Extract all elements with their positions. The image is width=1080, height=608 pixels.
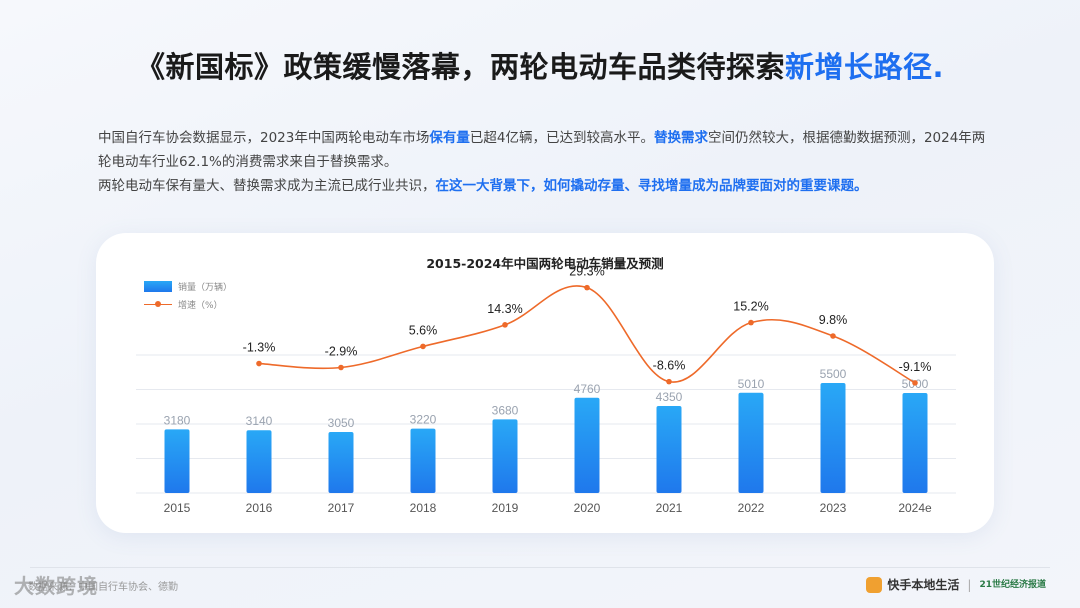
x-tick-2015: 2015: [164, 501, 191, 515]
chart-title: 2015-2024年中国两轮电动车销量及预测: [426, 256, 664, 271]
bar-2020: [574, 397, 600, 493]
x-tick-2024e: 2024e: [898, 501, 932, 515]
intro-p1-highlight-1: 保有量: [429, 130, 470, 146]
bar-label-2021: 4350: [656, 390, 683, 404]
intro-p1-c: 已超4亿辆，已达到较高水平。: [469, 130, 654, 146]
intro-p2-highlight: 在这一大背景下，如何撬动存量、寻找增量成为品牌要面对的重要课题。: [435, 178, 868, 194]
footer-divider: [30, 567, 1050, 568]
x-tick-2019: 2019: [492, 501, 519, 515]
chart-legend: 销量（万辆） 增速（%）: [144, 277, 232, 313]
intro-paragraph-1: 中国自行车协会数据显示，2023年中国两轮电动车市场保有量已超4亿辆，已达到较高…: [98, 126, 998, 174]
chart-card: 3180 2015 3140 2016 3050 2017 3220 2018 3680 2019…: [96, 233, 994, 533]
growth-point-2020: [584, 284, 590, 291]
x-tick-2021: 2021: [656, 501, 683, 515]
legend-bar-label: 销量（万辆）: [178, 282, 233, 293]
title-highlight: 新增长路径.: [784, 50, 945, 84]
x-tick-2022: 2022: [738, 501, 765, 515]
bar-2018: [410, 428, 436, 493]
intro-p1-e: 空间仍然较大，根据德勤数据预测，2024年两轮电动车行业62.1%的消费需求来自…: [98, 130, 986, 170]
brand-1: 快手本地生活: [887, 578, 960, 592]
bar-2017: [328, 432, 354, 493]
bar-2023: [820, 383, 846, 493]
brand-logos: 快手本地生活 | 21世纪经济报道: [866, 576, 1046, 593]
intro-paragraph-2: 两轮电动车保有量大、替换需求成为主流已成行业共识，在这一大背景下，如何撬动存量、…: [98, 174, 998, 198]
growth-label-2024e: -9.1%: [899, 360, 932, 374]
growth-point-2022: [748, 319, 754, 326]
legend-line-swatch: [144, 299, 172, 310]
brand-2: 21世纪经济报道: [979, 579, 1046, 590]
bar-label-2017: 3050: [328, 416, 355, 430]
x-tick-2016: 2016: [246, 501, 273, 515]
bar-label-2022: 5010: [738, 377, 765, 391]
x-tick-2017: 2017: [328, 501, 355, 515]
kuaishou-logo-icon: [866, 576, 883, 593]
growth-point-2018: [420, 343, 426, 350]
intro-text: 中国自行车协会数据显示，2023年中国两轮电动车市场保有量已超4亿辆，已达到较高…: [98, 126, 998, 198]
growth-point-2024e: [912, 380, 918, 386]
growth-label-2020: 29.3%: [569, 265, 604, 279]
page-title: 《新国标》政策缓慢落幕，两轮电动车品类待探索新增长路径.: [0, 44, 1080, 86]
growth-point-2019: [502, 322, 508, 328]
growth-point-2023: [830, 333, 836, 339]
bar-label-2019: 3680: [492, 403, 519, 417]
bar-label-2023: 5500: [820, 367, 847, 381]
x-tick-2023: 2023: [820, 501, 847, 515]
legend-line-label: 增速（%）: [178, 300, 223, 311]
source-note: 数据来源：中国自行车协会、德勤: [28, 582, 178, 593]
growth-point-2021: [666, 378, 672, 385]
bar-2019: [492, 419, 518, 493]
growth-point-2016: [256, 360, 262, 367]
bar-2015: [164, 429, 190, 493]
legend-item-line: 增速（%）: [144, 295, 232, 313]
growth-label-2017: -2.9%: [325, 344, 358, 358]
intro-p2-a: 两轮电动车保有量大、替换需求成为主流已成行业共识，: [98, 178, 436, 194]
growth-label-2018: 5.6%: [409, 323, 438, 337]
growth-label-2023: 9.8%: [819, 313, 848, 327]
growth-label-2022: 15.2%: [733, 300, 768, 314]
bar-label-2020: 4760: [574, 382, 601, 396]
growth-label-2016: -1.3%: [243, 341, 276, 355]
x-tick-2020: 2020: [574, 501, 601, 515]
legend-item-bar: 销量（万辆）: [144, 277, 232, 295]
bar-2021: [656, 406, 682, 493]
intro-p1-highlight-2: 替换需求: [653, 130, 708, 146]
bar-2016: [246, 430, 272, 493]
intro-p1-a: 中国自行车协会数据显示，2023年中国两轮电动车市场: [98, 130, 430, 146]
brand-separator: |: [967, 577, 972, 592]
chart-svg: 3180 2015 3140 2016 3050 2017 3220 2018 3680 2019…: [136, 265, 956, 515]
bar-label-2015: 3180: [164, 413, 191, 427]
growth-label-2021: -8.6%: [653, 359, 686, 373]
bar-label-2016: 3140: [246, 414, 273, 428]
watermark: 大数跨境: [14, 574, 98, 598]
bar-2022: [738, 392, 764, 493]
growth-label-2019: 14.3%: [487, 302, 522, 316]
x-tick-2018: 2018: [410, 501, 437, 515]
bar-2024e: [902, 393, 928, 493]
growth-line: [258, 285, 916, 384]
growth-point-2017: [338, 364, 344, 371]
legend-bar-swatch: [144, 280, 172, 292]
title-main: 《新国标》政策缓慢落幕，两轮电动车品类待探索: [135, 50, 785, 84]
bar-label-2018: 3220: [410, 413, 437, 427]
